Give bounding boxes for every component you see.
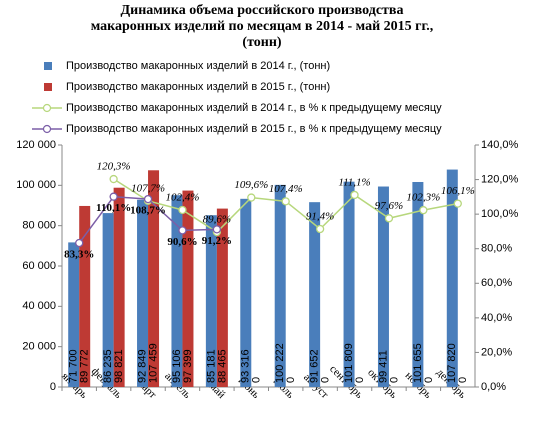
- bar-value-label: 101 809: [343, 343, 355, 383]
- bar-value-label: 93 316: [240, 349, 252, 383]
- chart-title: макаронных изделий по месяцам в 2014 - м…: [91, 19, 434, 34]
- bar-value-label: 0: [388, 377, 400, 383]
- line-value-label: 90,6%: [167, 236, 197, 248]
- bar-value-label: 95 106: [171, 349, 183, 383]
- chart-title: (тонн): [242, 35, 281, 50]
- bar-value-label: 91 652: [309, 349, 321, 383]
- bar-value-label: 98 821: [113, 349, 125, 383]
- bar-value-label: 0: [251, 377, 263, 383]
- bar-value-label: 100 222: [274, 343, 286, 383]
- line-marker: [315, 224, 325, 234]
- bar-value-label: 97 399: [182, 349, 194, 383]
- y-tick-label: 60 000: [22, 260, 56, 272]
- bar-value-label: 0: [457, 377, 469, 383]
- legend-marker: [42, 103, 52, 113]
- line-marker: [453, 199, 462, 208]
- y2-tick-label: 140,0%: [481, 139, 519, 151]
- y-tick-label: 100 000: [16, 179, 56, 191]
- bar: [171, 195, 183, 387]
- bar-value-label: 0: [320, 377, 332, 383]
- y2-tick-label: 60,0%: [481, 277, 512, 289]
- bar: [102, 213, 114, 387]
- bar: [309, 202, 321, 387]
- bar: [182, 190, 194, 387]
- bar-value-label: 0: [423, 377, 435, 383]
- bar-value-label: 86 235: [102, 349, 114, 383]
- bar-value-label: 92 849: [136, 349, 148, 383]
- line-value-label: 107,7%: [131, 182, 165, 194]
- legend-label: Производство макаронных изделий в 2014 г…: [66, 60, 330, 72]
- legend-label: Производство макаронных изделий в 2014 г…: [66, 102, 442, 114]
- line-value-label: 106,1%: [441, 185, 475, 197]
- line-value-label: 102,3%: [406, 192, 440, 204]
- y2-tick-label: 120,0%: [481, 173, 519, 185]
- line-marker: [109, 174, 118, 184]
- bar: [205, 215, 217, 387]
- line-value-label: 97,6%: [375, 200, 403, 212]
- line-marker: [75, 238, 84, 248]
- line-marker: [178, 226, 187, 235]
- y-tick-label: 0: [50, 381, 56, 393]
- line-marker: [419, 206, 428, 215]
- line-marker: [384, 214, 394, 223]
- bar-value-label: 99 411: [377, 350, 389, 383]
- line-marker: [350, 190, 359, 200]
- bar: [377, 186, 389, 387]
- line-value-label: 109,6%: [234, 179, 268, 191]
- bar-value-label: 107 820: [446, 343, 458, 383]
- y2-tick-label: 40,0%: [481, 312, 512, 324]
- bar: [79, 205, 91, 387]
- line-value-label: 91,4%: [306, 211, 334, 223]
- line-marker: [212, 225, 222, 234]
- legend-label: Производство макаронных изделий в 2015 г…: [66, 81, 330, 93]
- line-value-label: 110,1%: [96, 202, 131, 214]
- y2-tick-label: 20,0%: [481, 346, 512, 358]
- y2-tick-label: 0,0%: [481, 381, 506, 393]
- y2-tick-label: 100,0%: [481, 208, 519, 220]
- y-tick-label: 120 000: [16, 139, 56, 151]
- line-marker: [178, 205, 187, 215]
- line-marker: [109, 192, 118, 201]
- bar: [137, 199, 149, 387]
- line-value-label: 107,4%: [269, 183, 303, 195]
- chart-title: Динамика объема российского производства: [121, 3, 404, 18]
- bar-value-label: 0: [285, 377, 297, 383]
- line-value-label: 102,4%: [165, 192, 199, 204]
- bar: [240, 198, 252, 387]
- bar-value-label: 89 772: [79, 349, 91, 383]
- line-marker: [247, 193, 256, 202]
- legend-swatch: [44, 83, 52, 91]
- line-marker: [281, 197, 290, 206]
- line-value-label: 89,6%: [203, 214, 231, 226]
- y-tick-label: 20 000: [22, 341, 56, 353]
- legend-swatch: [44, 62, 52, 70]
- bar: [412, 181, 424, 387]
- bar-value-label: 0: [354, 377, 366, 383]
- legend-marker: [42, 124, 52, 134]
- bar-value-label: 88 465: [216, 349, 228, 383]
- line-value-label: 91,2%: [202, 235, 232, 247]
- bar: [446, 169, 458, 387]
- bar-value-label: 71 700: [68, 349, 80, 383]
- y-tick-label: 80 000: [22, 220, 56, 232]
- bar-value-label: 107 459: [147, 343, 159, 383]
- line-marker: [143, 194, 153, 204]
- line-value-label: 108,7%: [130, 205, 166, 217]
- line-value-label: 111,1%: [338, 176, 370, 188]
- line-value-label: 83,3%: [64, 249, 94, 261]
- y-tick-label: 40 000: [22, 300, 56, 312]
- bar: [274, 184, 286, 387]
- bar-value-label: 101 655: [412, 343, 424, 383]
- bar: [343, 181, 355, 387]
- bar: [68, 242, 80, 387]
- y2-tick-label: 80,0%: [481, 243, 512, 255]
- line-value-label: 120,3%: [97, 161, 131, 173]
- bar-value-label: 85 181: [205, 349, 217, 383]
- bar: [216, 208, 228, 387]
- legend-label: Производство макаронных изделий в 2015 г…: [66, 123, 442, 135]
- bar: [113, 187, 125, 387]
- bar: [148, 170, 160, 387]
